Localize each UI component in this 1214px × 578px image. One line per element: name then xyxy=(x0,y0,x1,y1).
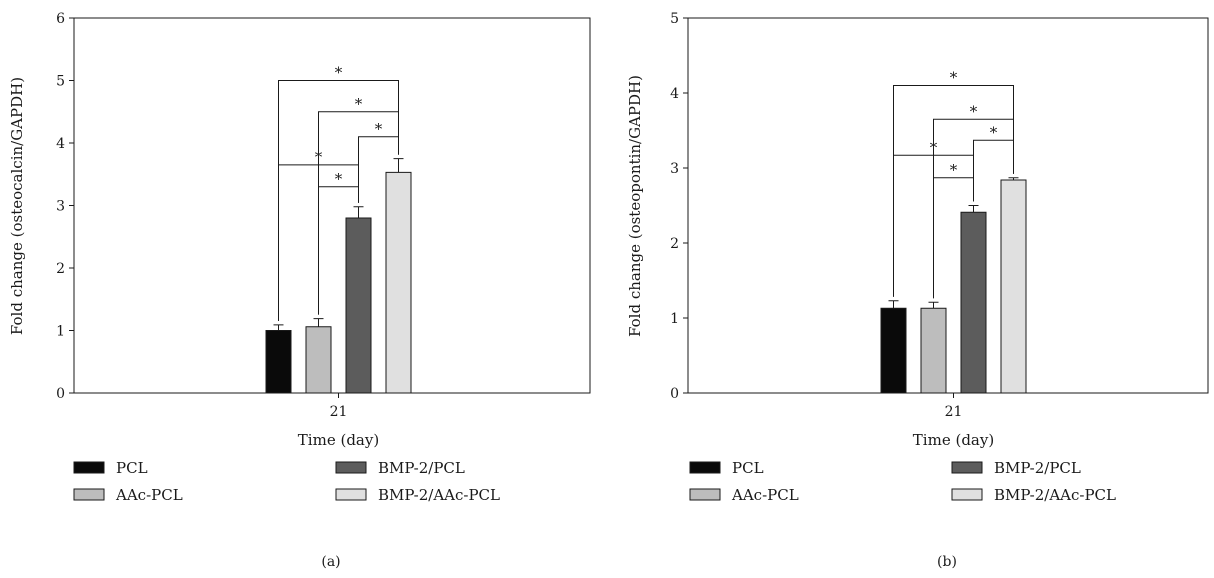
x-axis-title: Time (day) xyxy=(913,431,994,449)
legend-swatch xyxy=(73,461,105,474)
legend-swatch xyxy=(951,461,983,474)
y-axis-title: Fold change (osteopontin/GAPDH) xyxy=(626,75,644,337)
x-tick-label: 21 xyxy=(945,404,963,420)
y-tick-label: 5 xyxy=(670,11,679,27)
y-tick-label: 4 xyxy=(670,86,679,102)
bar-bmp-2-aac-pcl xyxy=(1000,179,1027,394)
significance-bracket xyxy=(278,80,399,321)
legend-label: PCL xyxy=(116,459,148,477)
legend-swatch xyxy=(951,488,983,501)
bar-aac-pcl xyxy=(920,307,947,394)
significance-bracket xyxy=(278,164,359,321)
significance-marker: * xyxy=(335,170,343,188)
legend-label: BMP-2/AAc-PCL xyxy=(994,486,1116,504)
y-tick-label: 0 xyxy=(670,386,679,402)
y-tick-label: 1 xyxy=(56,324,65,340)
bar-bmp-2-pcl xyxy=(345,217,372,394)
legend-label: BMP-2/PCL xyxy=(994,459,1081,477)
bar-bmp-2-aac-pcl xyxy=(385,171,412,394)
significance-marker: * xyxy=(355,95,363,113)
legend-swatch xyxy=(73,488,105,501)
x-axis-title: Time (day) xyxy=(298,431,379,449)
legend-swatch xyxy=(335,461,367,474)
significance-marker: * xyxy=(930,138,938,156)
significance-marker: * xyxy=(375,120,383,138)
significance-marker: * xyxy=(990,123,998,141)
legend-swatch xyxy=(335,488,367,501)
legend-label: AAc-PCL xyxy=(115,486,183,504)
y-tick-label: 0 xyxy=(56,386,65,402)
y-tick-label: 5 xyxy=(56,74,65,90)
y-tick-label: 4 xyxy=(56,136,65,152)
legend-label: PCL xyxy=(732,459,764,477)
y-axis-title: Fold change (osteocalcin/GAPDH) xyxy=(8,77,26,335)
bar-aac-pcl xyxy=(305,326,332,394)
y-tick-label: 3 xyxy=(670,161,679,177)
significance-bracket xyxy=(318,186,359,315)
panel-label: (a) xyxy=(321,554,340,570)
legend-label: AAc-PCL xyxy=(731,486,799,504)
significance-marker: * xyxy=(970,102,978,120)
y-tick-label: 3 xyxy=(56,199,65,215)
legend-swatch xyxy=(689,461,721,474)
significance-marker: * xyxy=(315,148,323,166)
legend-label: BMP-2/AAc-PCL xyxy=(378,486,500,504)
plot-frame-1 xyxy=(687,17,1209,394)
bar-pcl xyxy=(880,307,907,394)
bar-pcl xyxy=(265,330,292,394)
y-tick-label: 6 xyxy=(56,11,65,27)
legend-label: BMP-2/PCL xyxy=(378,459,465,477)
y-tick-label: 2 xyxy=(670,236,679,252)
y-tick-label: 2 xyxy=(56,261,65,277)
legend-swatch xyxy=(689,488,721,501)
bar-bmp-2-pcl xyxy=(960,211,987,394)
significance-bracket xyxy=(893,85,1014,297)
panel-label: (b) xyxy=(937,554,957,570)
x-tick-label: 21 xyxy=(330,404,348,420)
significance-marker: * xyxy=(335,64,343,82)
y-tick-label: 1 xyxy=(670,311,679,327)
significance-marker: * xyxy=(950,69,958,87)
plot-frame-0 xyxy=(73,17,591,394)
significance-bracket xyxy=(933,177,974,299)
significance-marker: * xyxy=(950,161,958,179)
